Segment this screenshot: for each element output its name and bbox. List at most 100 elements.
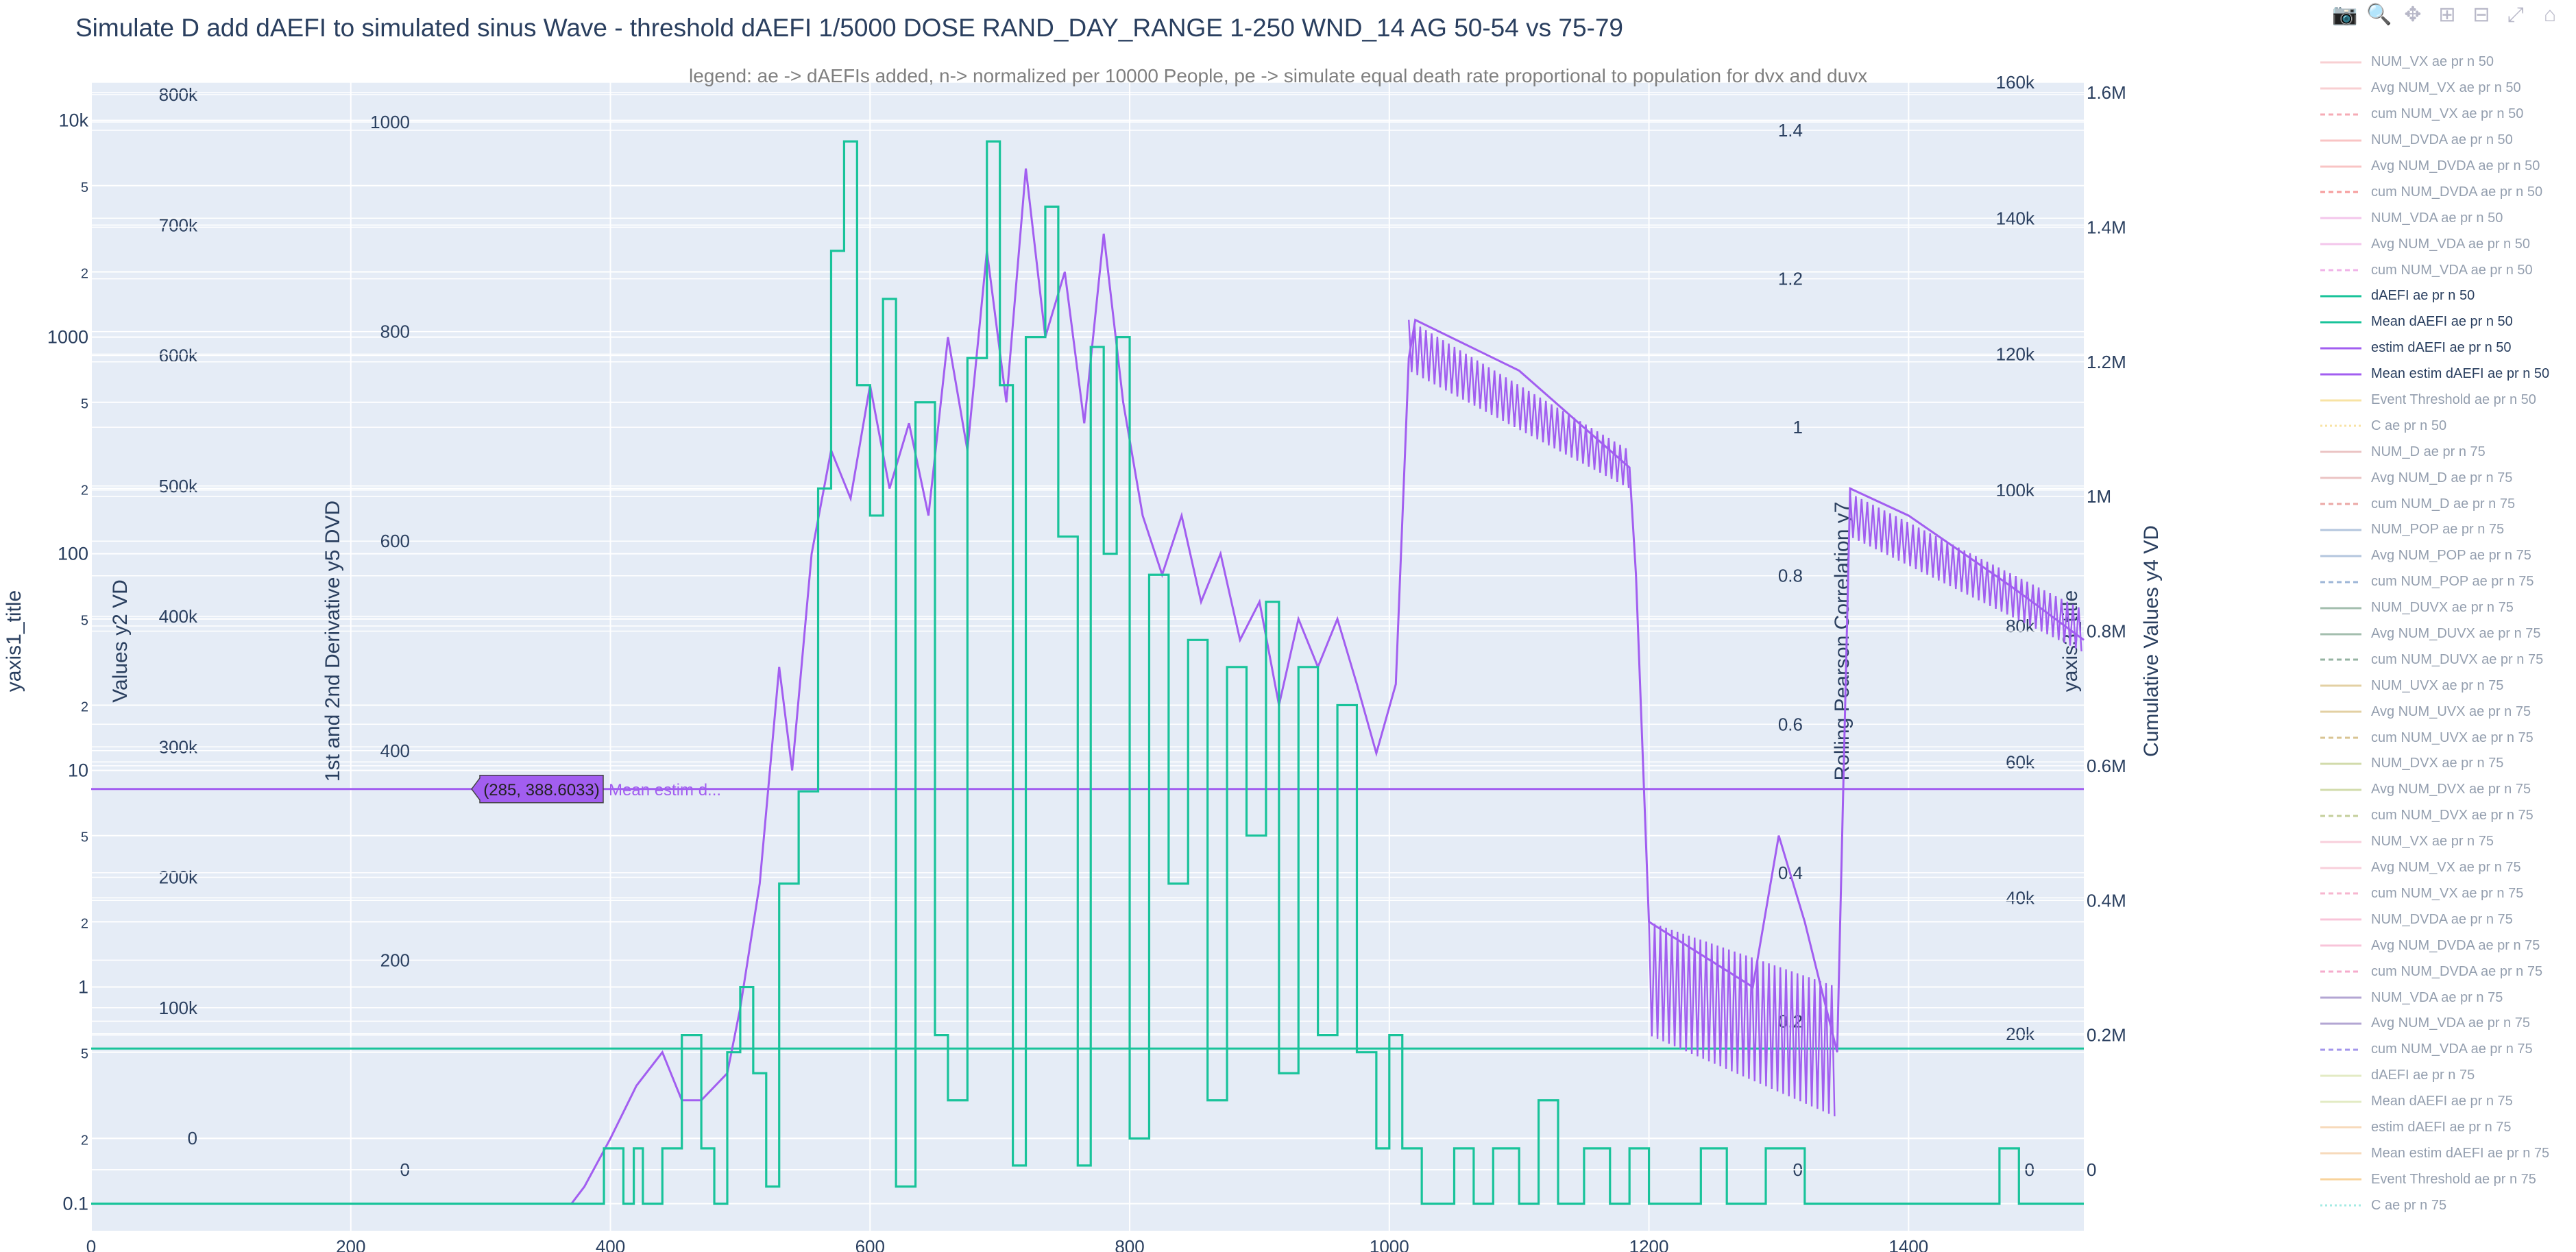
legend-swatch: [2320, 472, 2364, 483]
legend-label: Avg NUM_UVX ae pr n 75: [2371, 703, 2531, 719]
legend-label: cum NUM_POP ae pr n 75: [2371, 574, 2534, 590]
y7-tick-label: 1.4: [1778, 120, 1803, 141]
zoom-in-icon[interactable]: ⊞: [2438, 3, 2456, 26]
legend-item[interactable]: NUM_UVX ae pr n 75: [2320, 673, 2576, 699]
legend-item[interactable]: Avg NUM_VDA ae pr n 50: [2320, 231, 2576, 257]
y7-tick-label: 1.2: [1778, 269, 1803, 289]
legend-item[interactable]: Avg NUM_D ae pr n 75: [2320, 465, 2576, 491]
legend-item[interactable]: NUM_VDA ae pr n 75: [2320, 985, 2576, 1011]
y4-tick-label: 0.2M: [2087, 1025, 2126, 1046]
legend-label: NUM_VDA ae pr n 50: [2371, 210, 2503, 226]
y5-tick-label: 600: [380, 531, 410, 551]
legend-item[interactable]: NUM_D ae pr n 75: [2320, 439, 2576, 465]
home-icon[interactable]: ⌂: [2543, 3, 2557, 26]
legend-item[interactable]: dAEFI ae pr n 75: [2320, 1063, 2576, 1089]
y4-tick-label: 0.4M: [2087, 890, 2126, 911]
y1-tick-label: 10k: [58, 110, 88, 131]
legend-item[interactable]: Avg NUM_DVDA ae pr n 75: [2320, 932, 2576, 959]
legend-swatch: [2320, 109, 2364, 120]
legend-item[interactable]: cum NUM_VDA ae pr n 50: [2320, 257, 2576, 283]
y7-axis-title: Rolling Pearson Correlation y7: [1831, 502, 1854, 781]
autoscale-icon[interactable]: ⤢: [2507, 3, 2524, 26]
legend-item[interactable]: cum NUM_DVDA ae pr n 50: [2320, 179, 2576, 205]
legend-item[interactable]: Avg NUM_VX ae pr n 50: [2320, 75, 2576, 101]
legend-item[interactable]: NUM_DVX ae pr n 75: [2320, 751, 2576, 777]
zoom-out-icon[interactable]: ⊟: [2472, 3, 2490, 26]
y3-tick-label: 60k: [2006, 751, 2035, 772]
legend-item[interactable]: Mean estim dAEFI ae pr n 50: [2320, 361, 2576, 387]
legend-swatch: [2320, 395, 2364, 406]
legend-swatch: [2320, 1148, 2364, 1159]
legend-swatch: [2320, 135, 2364, 146]
y7-tick-label: 0.8: [1778, 566, 1803, 586]
legend-item[interactable]: C ae pr n 50: [2320, 413, 2576, 439]
legend-item[interactable]: C ae pr n 75: [2320, 1192, 2576, 1218]
legend-item[interactable]: estim dAEFI ae pr n 75: [2320, 1115, 2576, 1141]
legend-label: NUM_UVX ae pr n 75: [2371, 677, 2504, 693]
y1-tick-label: 5: [81, 1047, 88, 1062]
legend-item[interactable]: Event Threshold ae pr n 50: [2320, 387, 2576, 413]
y4-tick-label: 1.6M: [2087, 82, 2126, 103]
legend-swatch: [2320, 213, 2364, 224]
legend-label: Mean estim dAEFI ae pr n 50: [2371, 366, 2550, 382]
legend-item[interactable]: NUM_DVDA ae pr n 50: [2320, 128, 2576, 154]
legend-swatch: [2320, 369, 2364, 380]
legend-item[interactable]: cum NUM_UVX ae pr n 75: [2320, 725, 2576, 751]
legend-item[interactable]: Avg NUM_UVX ae pr n 75: [2320, 699, 2576, 725]
series-daefi-50[interactable]: [91, 140, 2084, 1205]
x-tick-label: 800: [1115, 1236, 1144, 1252]
legend-item[interactable]: cum NUM_POP ae pr n 75: [2320, 569, 2576, 595]
legend-item[interactable]: cum NUM_VX ae pr n 50: [2320, 101, 2576, 128]
series-estim-daefi-50[interactable]: [91, 168, 2085, 1205]
legend-item[interactable]: cum NUM_DVX ae pr n 75: [2320, 803, 2576, 829]
legend-swatch: [2320, 525, 2364, 535]
legend-item[interactable]: Mean dAEFI ae pr n 75: [2320, 1089, 2576, 1115]
legend-item[interactable]: NUM_VDA ae pr n 50: [2320, 205, 2576, 231]
x-tick-label: 600: [855, 1236, 885, 1252]
legend-item[interactable]: dAEFI ae pr n 50: [2320, 283, 2576, 309]
legend-item[interactable]: cum NUM_DUVX ae pr n 75: [2320, 647, 2576, 673]
legend-item[interactable]: NUM_POP ae pr n 75: [2320, 517, 2576, 543]
legend-item[interactable]: Mean dAEFI ae pr n 50: [2320, 309, 2576, 335]
legend-item[interactable]: NUM_DVDA ae pr n 75: [2320, 906, 2576, 932]
x-tick-label: 1000: [1370, 1236, 1409, 1252]
legend-item[interactable]: estim dAEFI ae pr n 50: [2320, 335, 2576, 361]
legend-item[interactable]: Avg NUM_POP ae pr n 75: [2320, 543, 2576, 569]
legend-item[interactable]: cum NUM_D ae pr n 75: [2320, 491, 2576, 517]
legend-item[interactable]: Event Threshold ae pr n 75: [2320, 1166, 2576, 1192]
legend-item[interactable]: cum NUM_DVDA ae pr n 75: [2320, 959, 2576, 985]
legend-label: Avg NUM_VDA ae pr n 50: [2371, 236, 2530, 252]
legend-item[interactable]: Avg NUM_DUVX ae pr n 75: [2320, 621, 2576, 647]
legend-item[interactable]: Avg NUM_DVDA ae pr n 50: [2320, 154, 2576, 180]
legend-swatch: [2320, 343, 2364, 354]
y3-tick-label: 160k: [1996, 72, 2035, 93]
pan-icon[interactable]: ✥: [2404, 3, 2422, 26]
series-estim-daefi-50-segment-2[interactable]: [1849, 493, 2082, 652]
y1-tick-label: 2: [81, 1133, 88, 1148]
legend-item[interactable]: Mean estim dAEFI ae pr n 75: [2320, 1140, 2576, 1166]
legend-item[interactable]: NUM_VX ae pr n 50: [2320, 49, 2576, 75]
legend-swatch: [2320, 186, 2364, 197]
legend-label: cum NUM_DVX ae pr n 75: [2371, 808, 2534, 823]
legend-swatch: [2320, 1122, 2364, 1133]
legend-label: NUM_VX ae pr n 75: [2371, 834, 2494, 850]
series-estim-daefi-50-segment-1[interactable]: [1648, 922, 1836, 1117]
legend-item[interactable]: NUM_VX ae pr n 75: [2320, 829, 2576, 855]
legend-swatch: [2320, 784, 2364, 795]
y2-tick-label: 600k: [159, 346, 198, 366]
legend-item[interactable]: cum NUM_VX ae pr n 75: [2320, 881, 2576, 907]
zoom-icon[interactable]: 🔍: [2366, 3, 2392, 26]
legend-item[interactable]: Avg NUM_VDA ae pr n 75: [2320, 1011, 2576, 1037]
legend-swatch: [2320, 1044, 2364, 1055]
legend-swatch: [2320, 966, 2364, 977]
y1-tick-label: 0.1: [62, 1194, 88, 1214]
series-estim-daefi-50-segment-0[interactable]: [1408, 320, 1630, 488]
legend-item[interactable]: Avg NUM_DVX ae pr n 75: [2320, 777, 2576, 803]
camera-icon[interactable]: 📷: [2332, 3, 2358, 26]
y1-axis-title: yaxis1_title: [3, 590, 25, 692]
y1-tick-label: 2: [81, 483, 88, 498]
legend-item[interactable]: Avg NUM_VX ae pr n 75: [2320, 855, 2576, 881]
legend-item[interactable]: cum NUM_VDA ae pr n 75: [2320, 1037, 2576, 1063]
legend-item[interactable]: NUM_DUVX ae pr n 75: [2320, 595, 2576, 621]
